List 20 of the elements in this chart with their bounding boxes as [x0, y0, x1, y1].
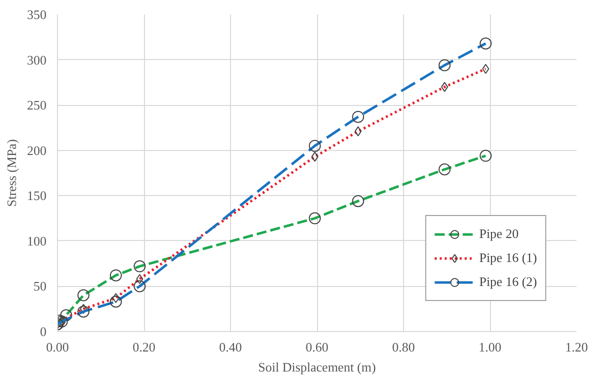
- x-tick-label: 0.00: [46, 340, 69, 354]
- y-tick-label: 200: [27, 142, 46, 158]
- y-tick-label: 0: [40, 324, 46, 339]
- y-tick-label: 300: [27, 52, 46, 68]
- x-tick-label: 0.80: [392, 340, 415, 354]
- x-tick-label: 0.60: [306, 340, 328, 354]
- y-tick-label: 250: [27, 98, 46, 113]
- x-tick-label: 1.20: [565, 340, 588, 354]
- y-tick-label: 50: [34, 278, 46, 294]
- y-tick-label: 350: [27, 7, 46, 22]
- legend-label: Pipe 16 (2): [479, 274, 537, 290]
- x-axis-title: Soil Displacement (m): [258, 360, 376, 374]
- y-tick-label: 150: [27, 188, 46, 204]
- legend-label: Pipe 16 (1): [479, 250, 537, 266]
- x-tick-label: 1.00: [478, 340, 502, 354]
- y-tick-label: 100: [27, 233, 46, 248]
- y-axis-title: Stress (MPa): [4, 139, 19, 207]
- legend-label: Pipe 20: [479, 226, 519, 242]
- x-tick-label: 0.40: [219, 340, 242, 354]
- x-tick-label: 0.20: [132, 340, 156, 354]
